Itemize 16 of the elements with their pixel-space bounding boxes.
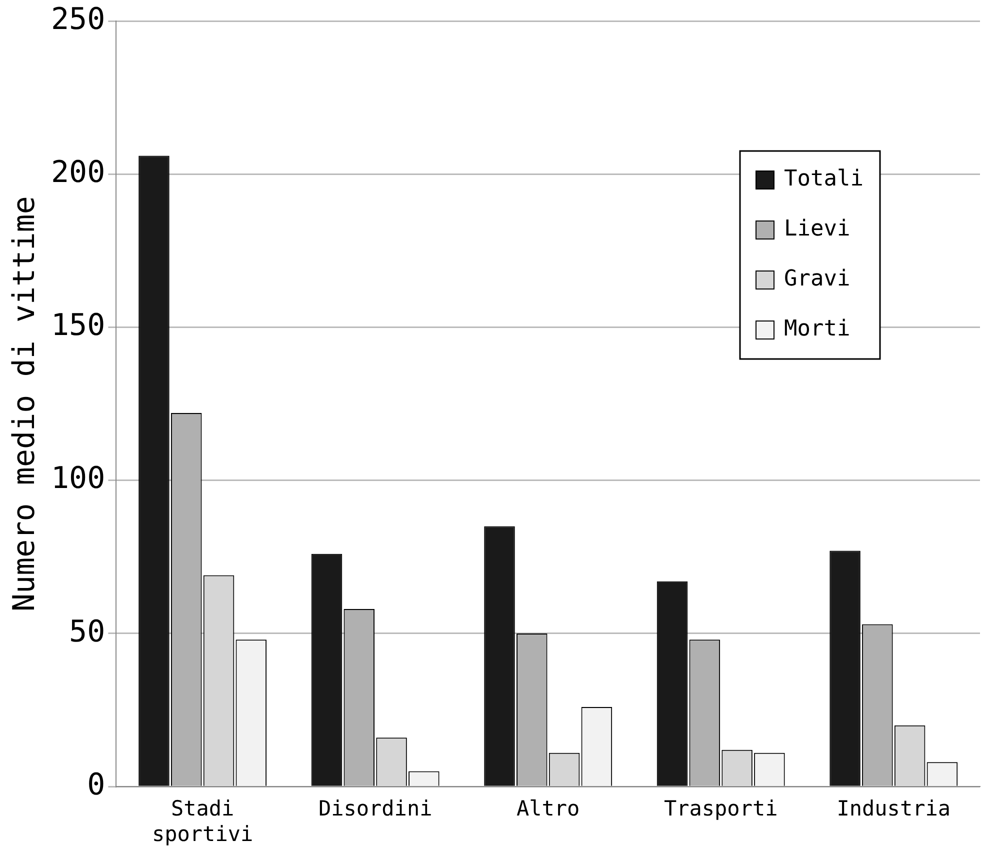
x-tick-label: Stadi sportivi xyxy=(152,796,254,846)
legend-label: Morti xyxy=(784,316,850,342)
y-tick-label: 200 xyxy=(50,154,106,190)
x-tick-label: Disordini xyxy=(318,796,432,821)
legend-label: Gravi xyxy=(784,266,850,292)
y-tick-label: 250 xyxy=(50,2,106,37)
y-axis-title: Numero medio di vittime xyxy=(6,196,42,612)
y-tick-label: 150 xyxy=(50,308,106,344)
x-tick-label: Altro xyxy=(516,796,580,821)
x-tick-label: Industria xyxy=(836,796,951,821)
legend-label: Totali xyxy=(784,166,864,192)
legend-label: Lievi xyxy=(784,216,850,242)
y-tick-label: 0 xyxy=(87,767,106,802)
x-tick-label: Trasporti xyxy=(664,796,778,821)
y-tick-label: 50 xyxy=(69,614,106,650)
y-tick-label: 100 xyxy=(50,461,106,496)
